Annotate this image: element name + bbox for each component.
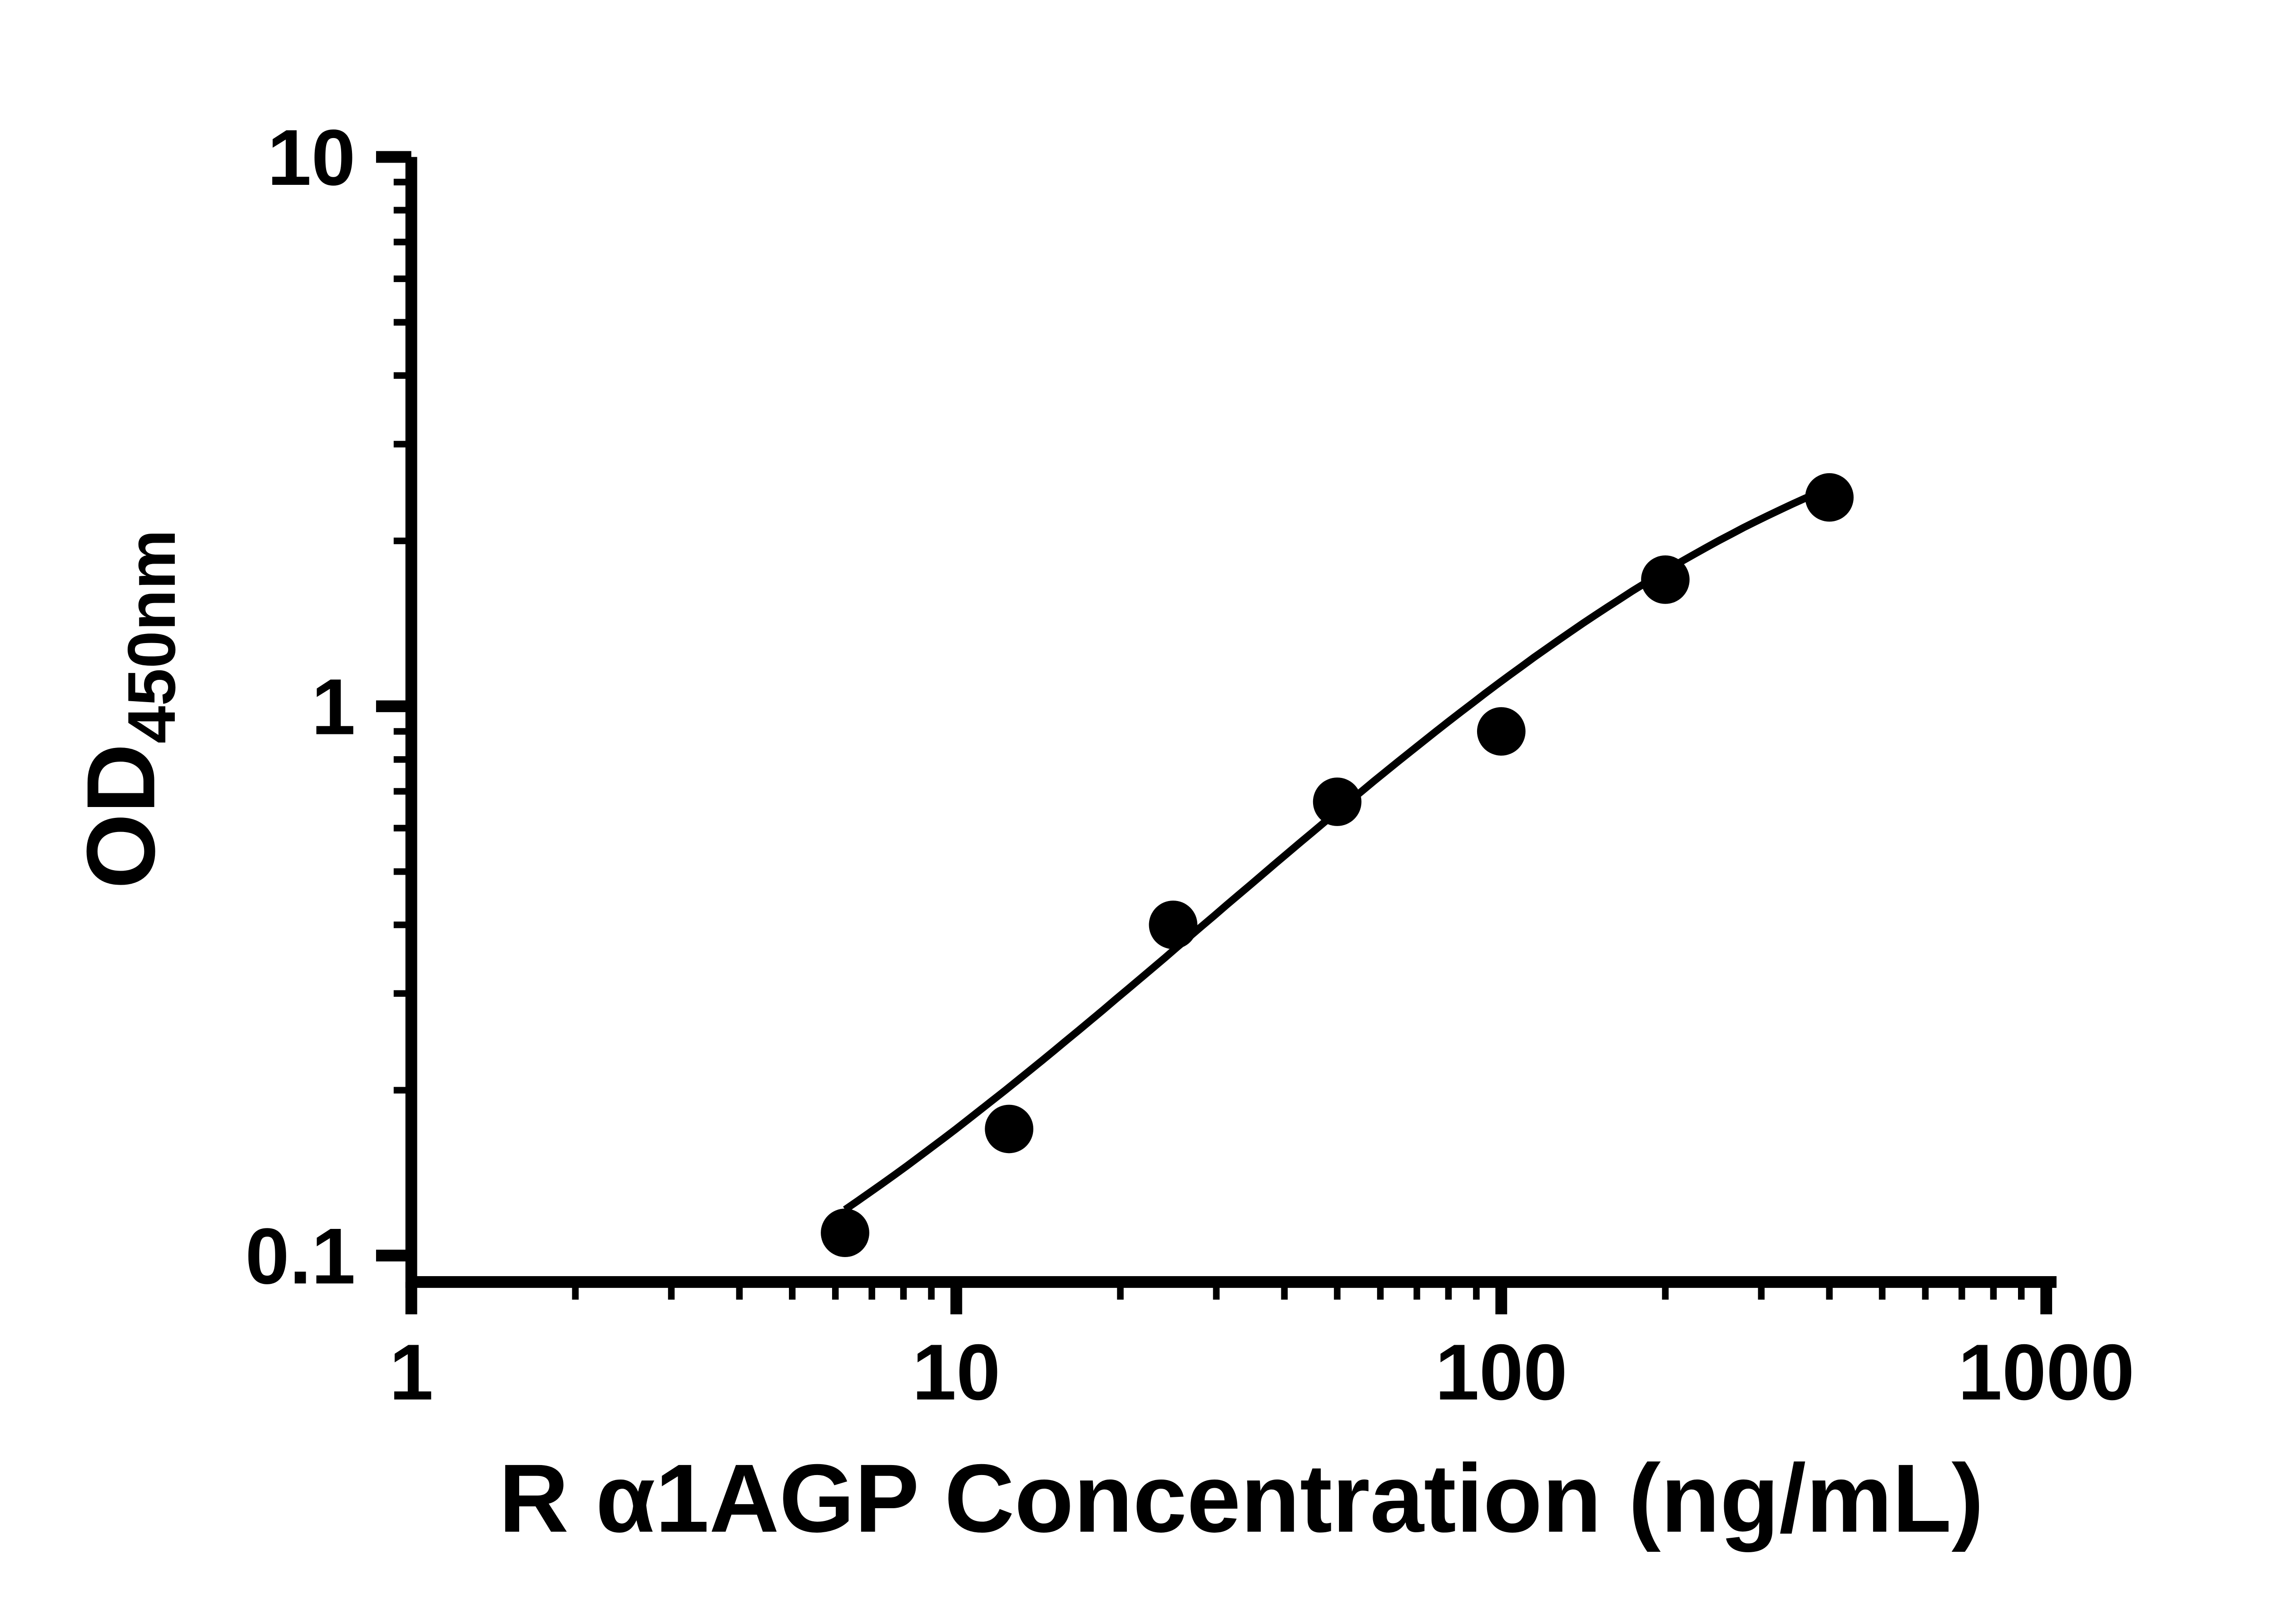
x-tick-label: 10 <box>912 1328 1000 1417</box>
y-axis-title: OD450nm <box>67 530 189 889</box>
axes <box>405 157 2057 1288</box>
y-tick-label: 0.1 <box>245 1212 356 1301</box>
y-axis-title-subscript: 450nm <box>114 530 189 743</box>
data-point <box>821 1208 869 1258</box>
y-tick-label: 1 <box>312 663 356 752</box>
data-point <box>1313 777 1362 826</box>
data-point <box>985 1104 1034 1154</box>
y-axis-title-main: OD <box>67 743 175 889</box>
x-tick-label: 1 <box>389 1328 433 1417</box>
x-tick-label: 1000 <box>1958 1328 2134 1417</box>
x-tick-label: 100 <box>1435 1328 1567 1417</box>
plot-area: 1 10 100 1000 0.1 1 10 <box>245 114 2135 1417</box>
data-point <box>1477 707 1526 756</box>
data-point <box>1149 901 1198 949</box>
data-point <box>1805 473 1854 522</box>
x-axis-title: R α1AGP Concentration (ng/mL) <box>499 1445 1984 1553</box>
y-tick-label: 10 <box>267 114 355 202</box>
data-point <box>1641 555 1690 604</box>
